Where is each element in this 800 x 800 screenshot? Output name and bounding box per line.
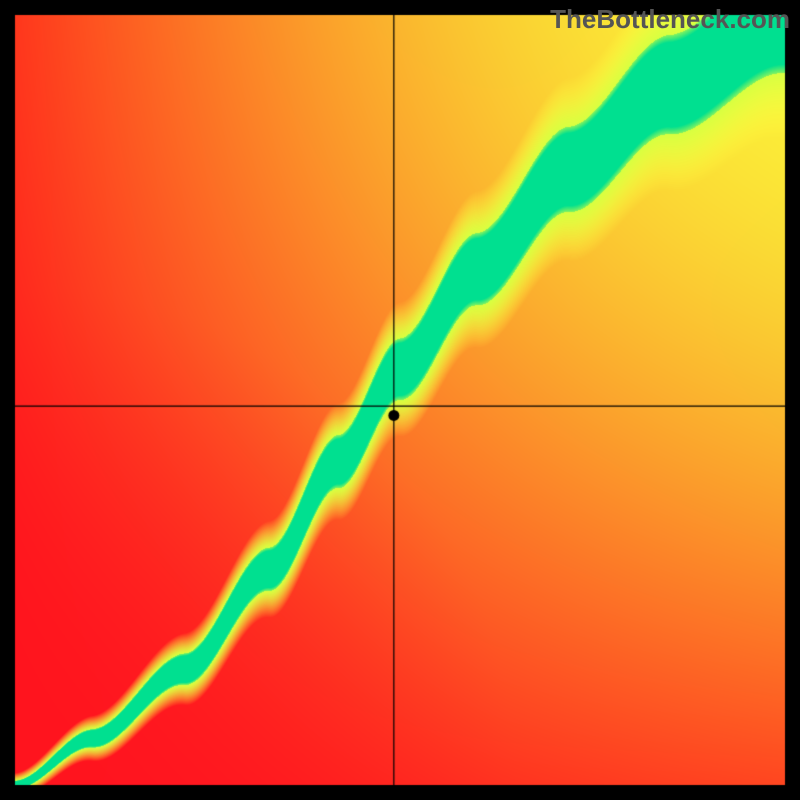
- chart-container: TheBottleneck.com: [0, 0, 800, 800]
- watermark-text: TheBottleneck.com: [550, 4, 790, 35]
- heatmap-canvas: [0, 0, 800, 800]
